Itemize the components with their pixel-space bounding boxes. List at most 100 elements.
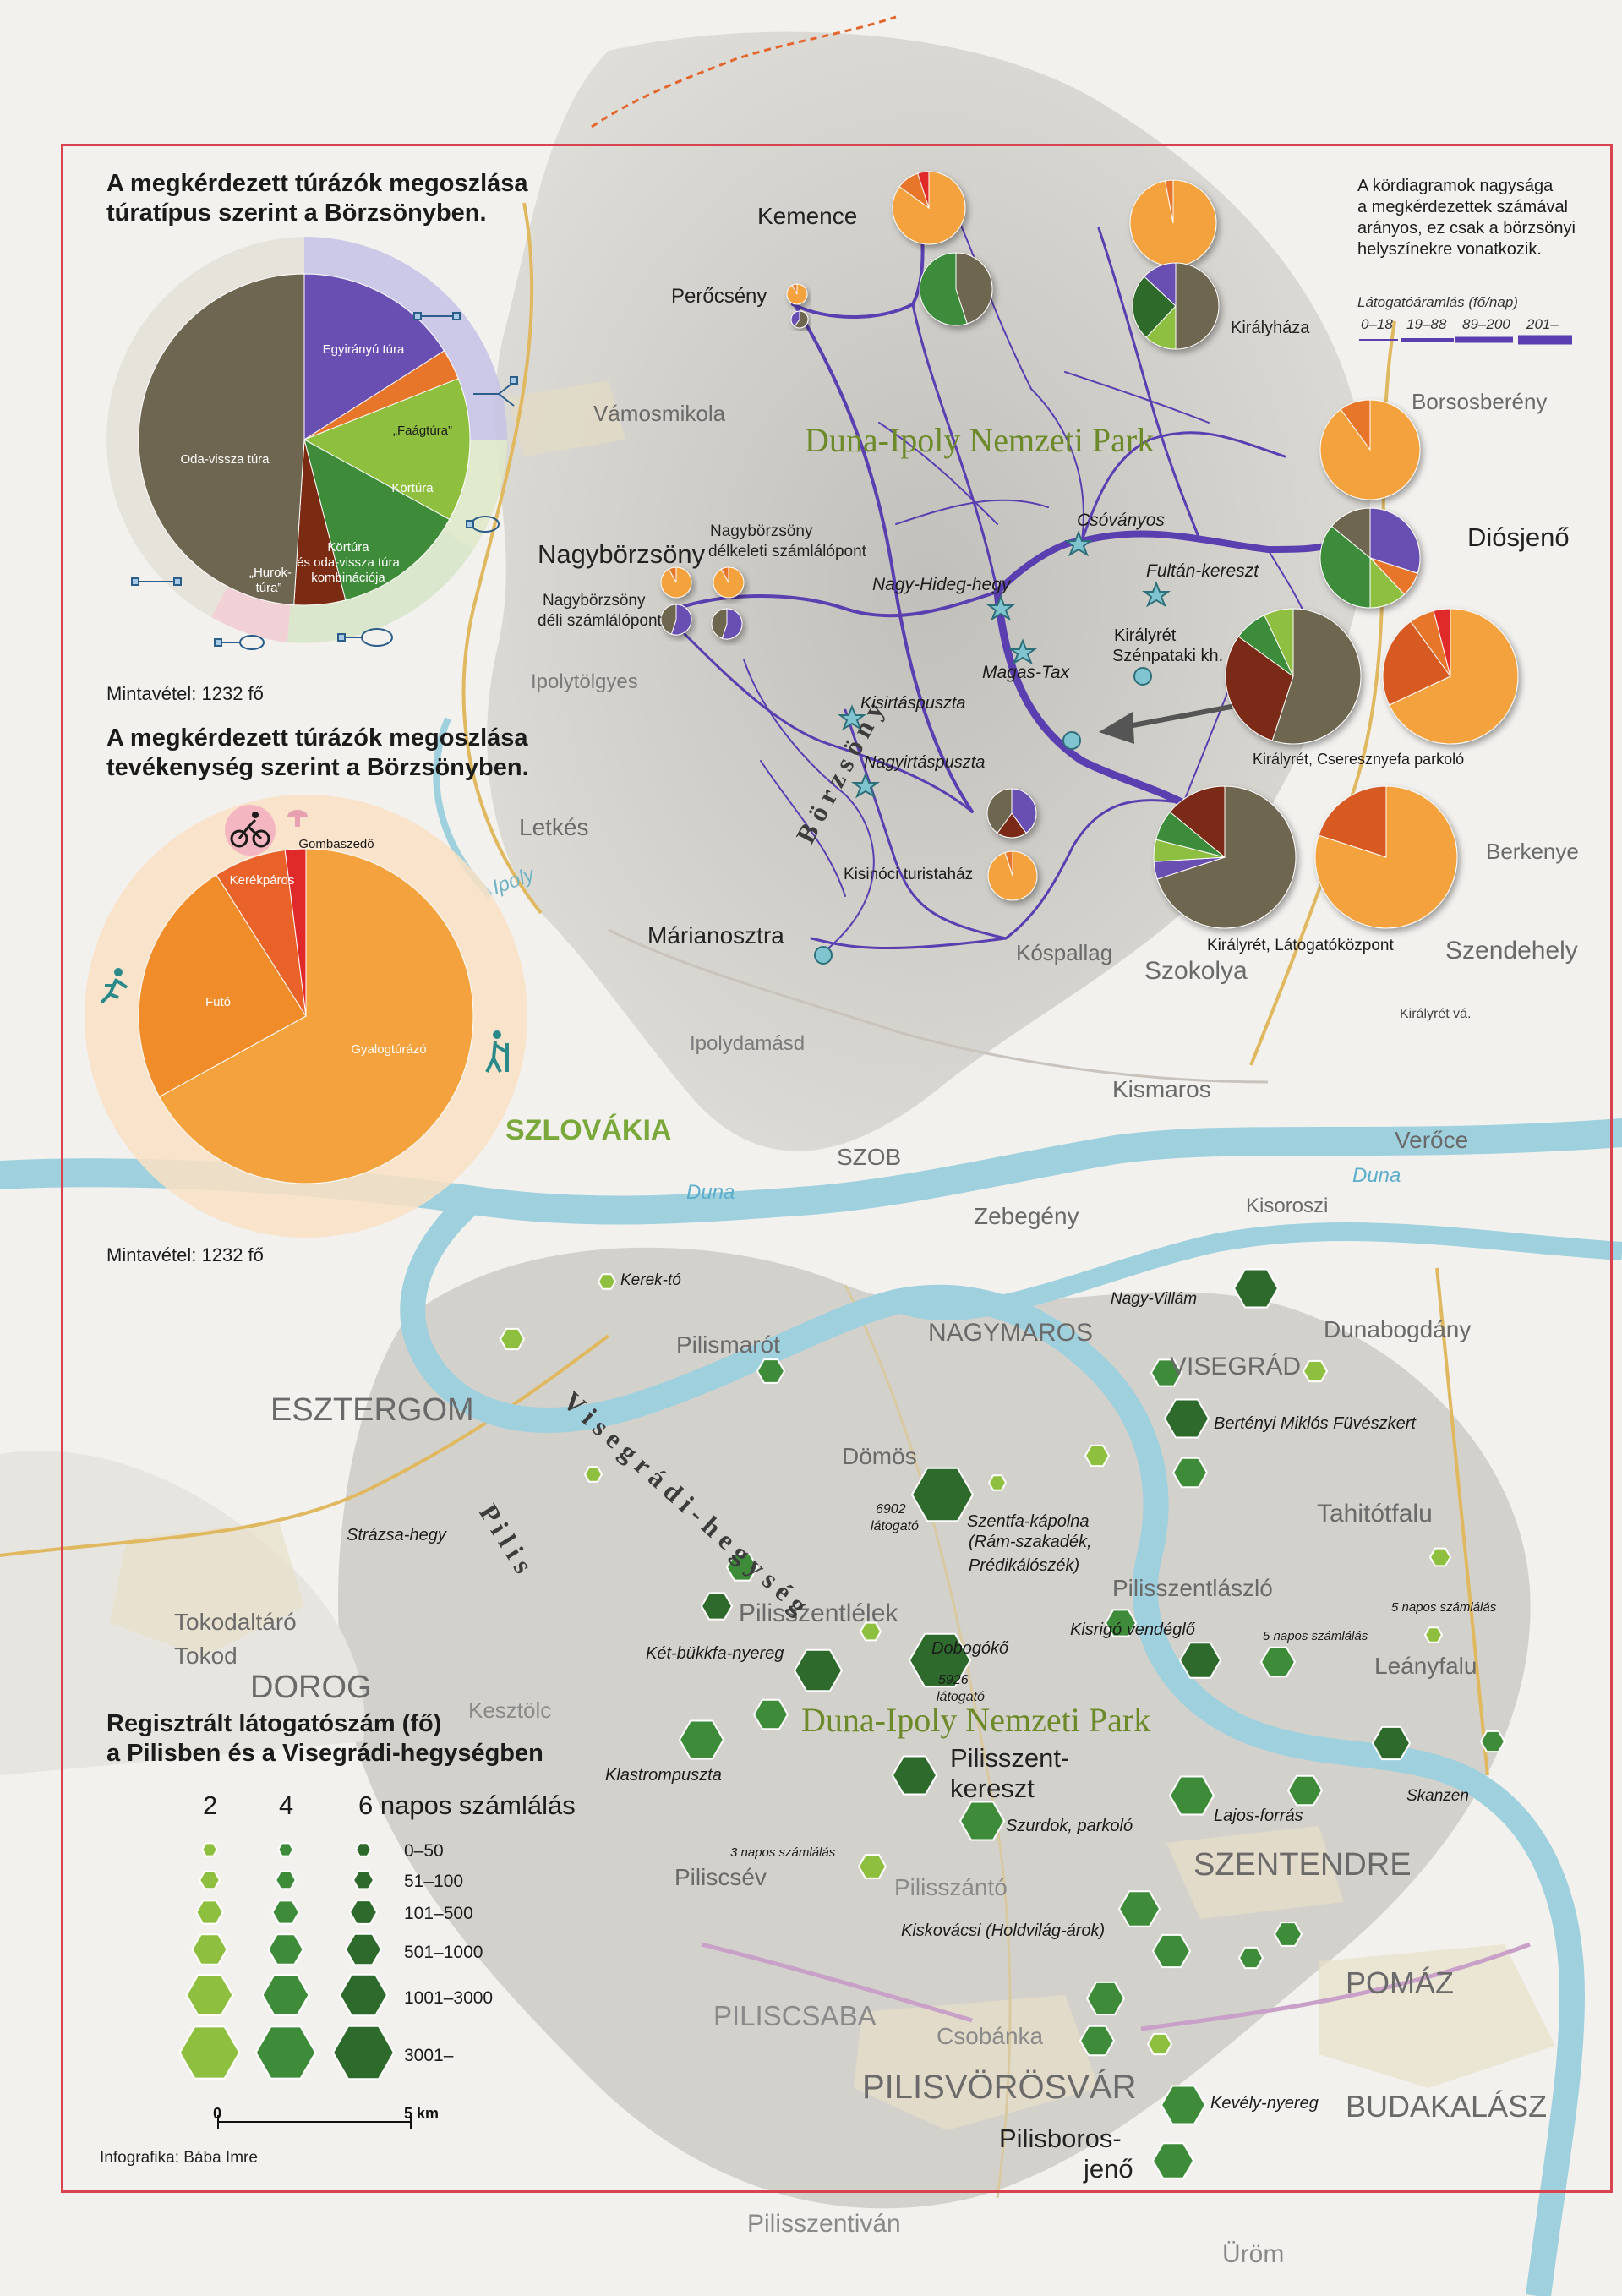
- note-line3: arányos, ez csak a börzsönyi: [1357, 219, 1576, 238]
- credit: Infografika: Bába Imre: [100, 2149, 258, 2167]
- chart2-slice-3: [284, 848, 307, 1017]
- label-szentendre: SZENTENDRE: [1193, 1847, 1412, 1883]
- visitor-hexagon-6: [1163, 1398, 1210, 1439]
- spot-kisirtas: Kisirtáspuszta: [860, 694, 966, 713]
- location-pie-3-slice-2: [1132, 276, 1177, 338]
- legend-hexagons: [178, 1842, 396, 2080]
- location-pie-12-slice-3: [1264, 608, 1294, 677]
- visitor-hexagon-21: [1423, 1626, 1444, 1643]
- visitor-hexagon-18: [1178, 1642, 1222, 1679]
- label-szendehely: Szendehely: [1445, 937, 1578, 965]
- spot-nagyirtas: Nagyirtáspuszta: [864, 753, 985, 772]
- legend-col-6: 6 napos számlálás: [358, 1790, 576, 1820]
- size-note: A kördiagramok nagysága a megkérdezettek…: [1357, 176, 1603, 260]
- legend-r5: 1001–3000: [404, 1988, 493, 2008]
- chart2-sample: Mintavétel: 1232 fő: [106, 1244, 264, 1266]
- flow-legend-t1: 0–18: [1361, 316, 1393, 332]
- legend-hexagon-c0-r2: [195, 1900, 224, 1925]
- scale-label-5km: 5 km: [404, 2105, 440, 2122]
- spot-6902-2: látogató: [871, 1519, 919, 1533]
- chart1-slice-labels: Egyirányú túra „Faágtúra” Körtúra Körtúr…: [180, 342, 452, 595]
- spot-kiralyret-sz-1: Királyrét: [1114, 626, 1177, 645]
- cyclist-icon: [225, 805, 276, 856]
- legend-hexagon-c0-r5: [178, 2025, 241, 2080]
- visitor-hexagon-33: [1273, 1922, 1303, 1947]
- location-pie-2-slice-1: [1164, 179, 1174, 224]
- spot-kiralyret-parkolo: Királyrét, Cseresznyefa parkoló: [1253, 751, 1464, 768]
- label-kiralyhaza: Királyháza: [1231, 319, 1310, 337]
- chart2-title-line2: tevékenység szerint a Börzsönyben.: [106, 754, 529, 781]
- spot-szentfa-3: Prédikálószék): [969, 1556, 1079, 1575]
- location-pie-4-slice-1: [791, 283, 798, 295]
- visitor-hexagon-8: [1084, 1444, 1111, 1468]
- country-border: [591, 15, 897, 128]
- label-visegrad: VISEGRÁD: [1170, 1353, 1301, 1380]
- legend-hexagon-c2-r2: [348, 1900, 379, 1925]
- label-duna-1: Duna: [686, 1181, 735, 1204]
- location-pie-12-slice-0: [1271, 608, 1362, 745]
- legend-hexagon-c2-r4: [338, 1973, 389, 2017]
- label-kiralyret-va: Királyrét vá.: [1400, 1007, 1471, 1021]
- location-pie-4: [786, 283, 808, 305]
- slice-label-kombinacio-2: és oda-vissza túra: [297, 555, 400, 570]
- location-pie-11: [711, 608, 743, 640]
- slice-label-futo: Futó: [205, 995, 231, 1009]
- location-pie-17: [1314, 785, 1458, 929]
- label-pilisszentkereszt-2: kereszt: [950, 1774, 1035, 1803]
- visitor-hexagon-17: [1104, 1609, 1138, 1637]
- runner-icon: [100, 968, 128, 1004]
- spot-kisrigo: Kisrigó vendéglő: [1070, 1621, 1196, 1639]
- location-pie-14-slice-1: [997, 812, 1027, 839]
- visitor-hexagon-12: [725, 1553, 759, 1582]
- location-pie-0-slice-2: [917, 171, 930, 209]
- label-esztergom: ESZTERGOM: [270, 1392, 474, 1428]
- spot-szentfa-2: (Rám-szakadék,: [969, 1533, 1092, 1551]
- location-pie-13: [1382, 608, 1519, 745]
- label-csobanka: Csobánka: [937, 2023, 1044, 2049]
- spot-kevely: Kevély-nyereg: [1210, 2094, 1319, 2113]
- chart2-pie: [138, 848, 474, 1184]
- label-urom: Üröm: [1222, 2240, 1284, 2268]
- legend-hexagon-c1-r3: [267, 1933, 304, 1965]
- label-borsosbereny: Borsosberény: [1412, 389, 1547, 414]
- location-pie-15: [987, 850, 1038, 901]
- location-pie-14-slice-2: [986, 788, 1013, 834]
- label-vamosmikola: Vámosmikola: [593, 401, 726, 426]
- legend-r6: 3001–: [404, 2046, 454, 2065]
- flow-legend-t2: 19–88: [1406, 316, 1447, 332]
- location-pie-1-slice-1: [919, 252, 968, 326]
- legend-r2: 51–100: [404, 1872, 463, 1891]
- chart1-slice-2: [303, 378, 471, 521]
- slice-label-egyiranyu: Egyirányú túra: [323, 342, 405, 357]
- location-pie-charts: [660, 171, 1519, 929]
- location-pie-2: [1129, 179, 1217, 267]
- slice-label-hurok-1: „Hurok-: [249, 566, 292, 580]
- flow-legend-t4: 201–: [1526, 316, 1559, 332]
- slice-label-kombinacio-1: Körtúra: [327, 540, 369, 555]
- label-pilismarot: Pilismarót: [676, 1331, 780, 1358]
- scale-label-0: 0: [213, 2105, 222, 2122]
- label-domos: Dömös: [842, 1443, 917, 1469]
- visitor-hexagon-13: [700, 1592, 734, 1621]
- spot-klastrom: Klastrompuszta: [605, 1766, 722, 1785]
- slice-label-gomba: Gombaszedő: [298, 837, 374, 851]
- spot-napos3: 3 napos számlálás: [730, 1845, 836, 1860]
- visitor-hexagon-27: [958, 1801, 1006, 1841]
- visitor-hexagon-29: [1286, 1774, 1324, 1807]
- visitor-hexagons: [499, 1268, 1506, 2179]
- spot-magastax: Magas-Tax: [982, 663, 1071, 682]
- visitor-hexagon-24: [1479, 1730, 1506, 1753]
- legend-hexagon-c2-r5: [331, 2025, 396, 2080]
- label-kemence: Kemence: [757, 203, 857, 229]
- slice-label-odavissza: Oda-vissza túra: [180, 452, 270, 467]
- one-way-trail-icon: [413, 312, 461, 320]
- slice-label-kortura: Körtúra: [391, 481, 434, 495]
- chart1-slice-0: [303, 273, 445, 440]
- visitor-hexagon-5: [756, 1358, 786, 1384]
- location-pie-7-slice-3: [1319, 525, 1371, 609]
- label-kisoroszi: Kisoroszi: [1246, 1194, 1328, 1217]
- park-label-2: Duna-Ipoly Nemzeti Park: [801, 1701, 1150, 1739]
- spot-bertenyi: Bertényi Miklós Füvészkert: [1214, 1414, 1417, 1433]
- legend-col-4: 4: [279, 1790, 294, 1820]
- visitor-hexagon-26: [891, 1755, 938, 1796]
